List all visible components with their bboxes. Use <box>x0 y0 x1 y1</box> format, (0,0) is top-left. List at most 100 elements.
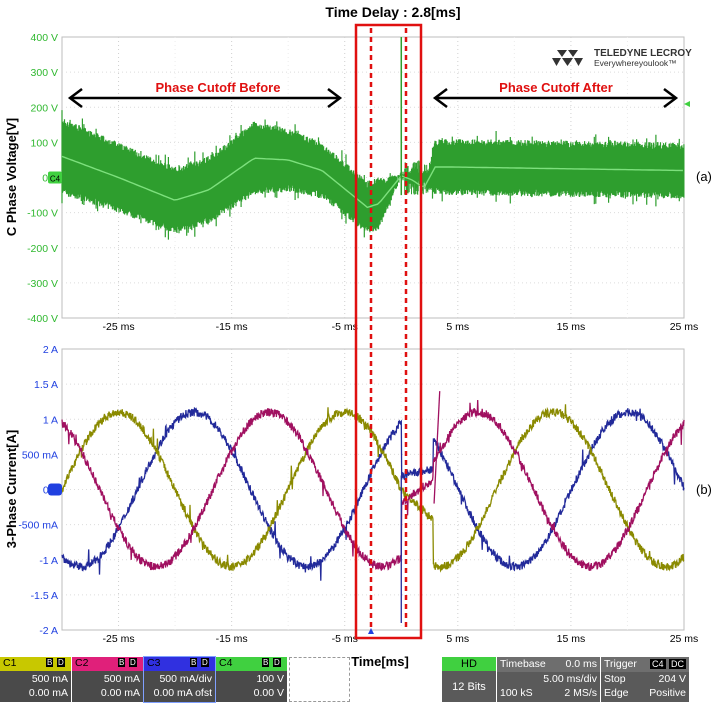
voltage-waveform: C4 <box>48 37 685 240</box>
x-tick-label: -5 ms <box>332 633 358 645</box>
channel-name: C2 <box>75 657 89 669</box>
phase-cutoff-before-label: Phase Cutoff Before <box>156 80 281 95</box>
channel-name: C1 <box>3 657 17 669</box>
current-trace-2 <box>61 404 685 573</box>
trigger-level: 204 V <box>658 673 686 685</box>
dc-flag: D <box>273 658 281 667</box>
x-tick-label: 25 ms <box>670 321 699 333</box>
empty-slot[interactable] <box>289 657 350 702</box>
channel-box-c3[interactable]: C3 B D 500 mA/div 0.00 mA ofst <box>143 656 216 703</box>
channel-scale: 100 V <box>256 673 284 685</box>
channel-box-c1[interactable]: C1 B D 500 mA 0.00 mA <box>0 657 71 702</box>
brand-tagline: Everywhereyoulook™ <box>594 58 677 68</box>
timebase-div: 5.00 ms/div <box>543 673 597 685</box>
hd-panel[interactable]: HD 12 Bits <box>442 657 496 702</box>
chart-title: Time Delay : 2.8[ms] <box>325 4 460 20</box>
y-tick-label: 300 V <box>31 67 58 79</box>
hd-badge: HD <box>442 657 496 671</box>
y-tick-label: -400 V <box>27 313 58 325</box>
bits-label: 12 Bits <box>452 681 486 693</box>
y-tick-label: 1.5 A <box>34 379 58 391</box>
teledyne-logo-icon <box>552 50 583 66</box>
bw-flag: B <box>190 658 198 667</box>
x-tick-label: 15 ms <box>557 321 586 333</box>
y-tick-label: -100 V <box>27 208 58 220</box>
channel-scale: 500 mA <box>31 673 68 685</box>
y-tick-label: -2 A <box>39 625 58 637</box>
current-trace-1 <box>61 406 685 581</box>
channel-scale: 500 mA <box>103 673 140 685</box>
voltage-ylabel: C Phase Voltage[V] <box>4 118 19 236</box>
current-x-ticks: -25 ms -15 ms -5 ms 5 ms 15 ms 25 ms <box>102 633 698 645</box>
x-tick-label: 5 ms <box>446 633 469 645</box>
x-tick-label: 25 ms <box>670 633 699 645</box>
after-arrow <box>432 88 679 108</box>
channel-scale: 500 mA/div <box>159 673 212 685</box>
sample-rate: 2 MS/s <box>564 687 597 699</box>
x-tick-label: -25 ms <box>102 321 134 333</box>
brand-name: TELEDYNE LECROY <box>594 48 692 59</box>
channel-name: C4 <box>219 657 233 669</box>
bw-flag: B <box>262 658 270 667</box>
x-tick-label: -5 ms <box>332 321 358 333</box>
timebase-value: 0.0 ms <box>565 658 597 670</box>
panel-a-label: (a) <box>696 169 712 184</box>
y-tick-label: -500 mA <box>18 520 58 532</box>
channel-name: C3 <box>147 657 161 669</box>
trigger-level-icon <box>684 101 690 107</box>
x-tick-label: 15 ms <box>557 633 586 645</box>
current-waveforms <box>48 391 685 623</box>
phase-cutoff-after-label: Phase Cutoff After <box>499 80 613 95</box>
trigger-type: Edge <box>604 687 629 699</box>
y-tick-label: 100 V <box>31 137 58 149</box>
channel-offset: 0.00 mA <box>100 687 140 699</box>
dc-flag: D <box>57 658 65 667</box>
current-spike-after <box>433 391 441 504</box>
x-tick-label: 5 ms <box>446 321 469 333</box>
before-arrow <box>67 88 343 108</box>
x-axis-label: Time[ms] <box>351 654 409 669</box>
panel-b-label: (b) <box>696 482 712 497</box>
y-tick-label: -200 V <box>27 243 58 255</box>
y-tick-label: 500 mA <box>22 449 58 461</box>
y-tick-label: 2 A <box>43 344 58 356</box>
y-tick-label: 200 V <box>31 102 58 114</box>
delay-highlight-box <box>354 23 423 640</box>
trigger-marker-icon <box>368 628 374 634</box>
x-tick-label: -25 ms <box>102 633 134 645</box>
channel-c4-marker[interactable] <box>48 171 62 184</box>
trigger-mode: Stop <box>604 673 626 685</box>
timebase-panel[interactable]: Timebase 0.0 ms 5.00 ms/div 100 kS 2 MS/… <box>497 657 600 702</box>
trigger-panel[interactable]: Trigger C4 DC Stop 204 V Edge Positive <box>601 657 689 702</box>
y-tick-label: -1.5 A <box>31 590 58 602</box>
y-tick-label: -300 V <box>27 278 58 290</box>
current-ylabel: 3-Phase Current[A] <box>4 430 19 548</box>
y-tick-label: 400 V <box>31 32 58 44</box>
x-tick-label: -15 ms <box>216 321 248 333</box>
y-tick-label: -1 A <box>39 555 58 567</box>
channel-offset: 0.00 V <box>253 687 284 699</box>
channel-box-c2[interactable]: C2 B D 500 mA 0.00 mA <box>72 657 143 702</box>
bw-flag: B <box>118 658 126 667</box>
trigger-label: Trigger <box>604 658 637 670</box>
channel-box-c4[interactable]: C4 B D 100 V 0.00 V <box>216 657 287 702</box>
voltage-mean-trace <box>61 155 683 209</box>
current-plot-area <box>61 348 685 631</box>
dc-flag: D <box>129 658 137 667</box>
timebase-label: Timebase <box>500 658 546 670</box>
trigger-channel: C4 <box>650 659 666 669</box>
channel-c3-marker[interactable] <box>48 483 62 496</box>
trigger-coupling: DC <box>669 659 686 669</box>
channel-c4-marker-label: C4 <box>50 175 61 184</box>
x-tick-label: -15 ms <box>216 633 248 645</box>
voltage-x-ticks: -25 ms -15 ms -5 ms 5 ms 15 ms 25 ms <box>102 321 698 333</box>
current-trace-3 <box>61 399 685 571</box>
trigger-slope: Positive <box>649 687 686 699</box>
channel-offset: 0.00 mA ofst <box>153 687 212 699</box>
y-tick-label: 1 A <box>43 414 58 426</box>
sample-count: 100 kS <box>500 687 533 699</box>
channel-offset: 0.00 mA <box>28 687 68 699</box>
